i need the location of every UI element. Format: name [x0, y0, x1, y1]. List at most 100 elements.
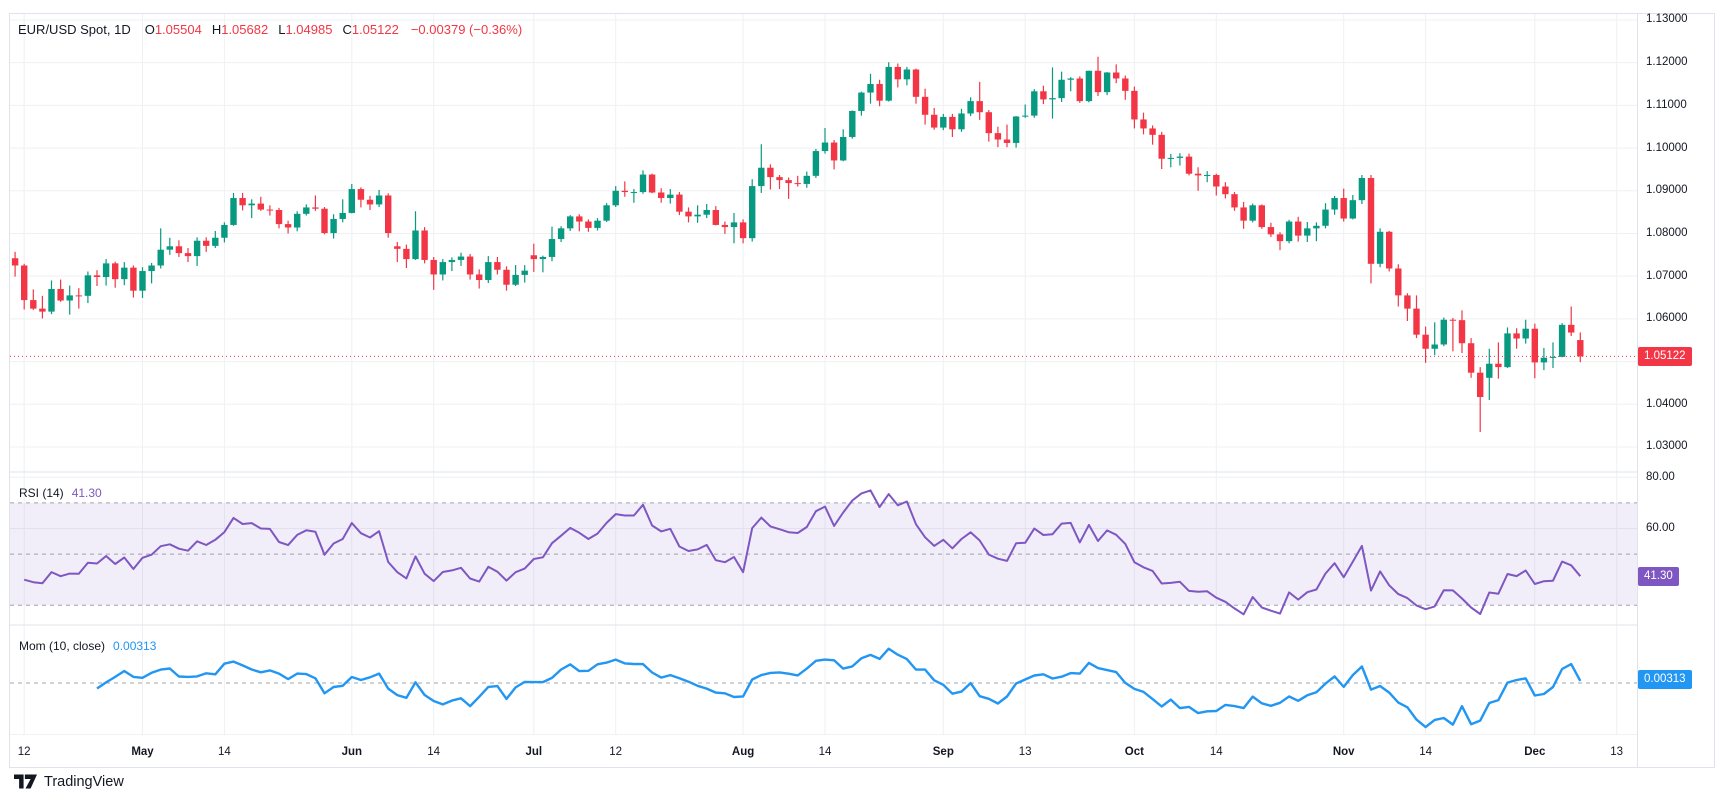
candle-body — [576, 216, 583, 222]
time-axis-month-label: Sep — [932, 746, 954, 758]
candle-body — [1003, 139, 1011, 143]
tradingview-logo[interactable]: TradingView — [14, 773, 124, 790]
time-axis[interactable]: 12 May 14 Jun 14 Jul 12 Aug 14 Sep 13 Oct 14 Nov 14 Dec… — [10, 735, 1637, 767]
candle-body — [102, 263, 110, 278]
price-axis-label: 1.07000 — [1646, 269, 1688, 282]
candle-body — [931, 114, 938, 128]
time-axis-month-label: Dec — [1524, 746, 1546, 758]
candle-body — [712, 209, 719, 225]
candle-body — [1149, 128, 1156, 135]
rsi-line — [23, 489, 1582, 616]
candle-body — [11, 258, 19, 266]
candle-body — [75, 295, 82, 297]
candle-body — [312, 207, 319, 209]
candle-body — [985, 112, 992, 134]
candle-body — [1113, 72, 1120, 79]
candle-body — [940, 116, 947, 128]
candle-body — [1231, 194, 1238, 208]
candle-body — [1349, 200, 1356, 219]
candle-body — [412, 230, 419, 260]
candle-body — [284, 224, 292, 228]
candle-body — [676, 194, 683, 212]
candle-body — [1222, 186, 1229, 195]
rsi-axis-label: 60.00 — [1646, 521, 1675, 534]
candle-body — [548, 239, 556, 257]
chart-canvas[interactable] — [10, 14, 1637, 735]
candle-body — [1094, 70, 1102, 93]
symbol-title: EUR/USD Spot, 1D — [18, 22, 131, 37]
candle-body — [1204, 174, 1211, 176]
rsi-indicator-legend[interactable]: RSI (14) 41.30 — [19, 486, 102, 500]
time-axis-day-label: 13 — [1610, 746, 1624, 758]
candle-body — [667, 194, 674, 199]
candle-body — [148, 265, 155, 272]
candle-body — [84, 275, 92, 296]
candle-body — [1467, 343, 1475, 373]
candle-body — [785, 180, 792, 184]
candle-body — [1477, 372, 1484, 398]
candle-body — [903, 69, 911, 80]
time-axis-month-label: Jun — [341, 746, 363, 758]
symbol-legend[interactable]: EUR/USD Spot, 1D O1.05504 H1.05682 L1.04985… — [18, 22, 522, 37]
candle-body — [112, 263, 119, 280]
candle-body — [867, 84, 874, 93]
candle-body — [721, 224, 729, 228]
candle-body — [357, 189, 365, 200]
mom-line — [96, 647, 1582, 729]
candle-body — [221, 224, 228, 238]
candle-body — [730, 222, 738, 228]
price-axis-label: 1.11000 — [1646, 98, 1687, 111]
candle-body — [1358, 177, 1366, 201]
last-price-badge: 1.05122 — [1638, 346, 1692, 366]
candle-body — [1340, 198, 1347, 219]
candle-body — [339, 212, 346, 219]
candle-body — [266, 209, 274, 211]
candle-body — [257, 203, 264, 210]
tradingview-logo-icon — [14, 774, 37, 789]
candle-body — [457, 256, 465, 260]
mom-indicator-legend[interactable]: Mom (10, close) 0.00313 — [19, 639, 156, 653]
candle-body — [630, 192, 638, 194]
time-axis-day-label: 14 — [1419, 746, 1432, 758]
candle-body — [394, 246, 401, 249]
candle-body — [949, 116, 956, 130]
candle-body — [294, 213, 301, 228]
candle-body — [603, 205, 610, 221]
mom-indicator-title: Mom (10, close) — [19, 639, 106, 653]
time-axis-day-label: 14 — [1209, 746, 1223, 758]
candle-body — [739, 222, 747, 239]
candle-body — [1140, 119, 1147, 129]
candle-body — [1022, 115, 1029, 117]
candle-body — [758, 167, 765, 187]
close-value: 1.05122 — [351, 22, 399, 37]
candle-body — [239, 198, 246, 206]
candle-body — [39, 308, 46, 312]
mom-value-badge: 0.00313 — [1638, 669, 1692, 689]
candle-body — [1313, 225, 1320, 229]
candle-body — [421, 230, 428, 260]
candle-body — [1367, 177, 1375, 264]
candle-body — [1103, 72, 1111, 93]
candle-body — [275, 209, 283, 225]
candle-body — [1486, 363, 1493, 378]
candle-body — [1085, 70, 1093, 102]
candle-body — [885, 66, 892, 101]
candle-body — [157, 249, 164, 266]
candle-body — [539, 256, 547, 260]
candle-body — [248, 203, 255, 206]
candle-body — [912, 69, 920, 97]
rsi-value-badge: 41.30 — [1638, 566, 1679, 586]
candle-body — [921, 96, 929, 115]
candle-body — [485, 262, 492, 281]
candle-body — [139, 271, 146, 291]
price-axis[interactable]: 1.13000 1.12000 1.11000 1.10000 1.09000 1.080… — [1637, 14, 1715, 767]
candle-body — [994, 133, 1002, 140]
chart-panel: EUR/USD Spot, 1D O1.05504 H1.05682 L1.04985… — [9, 13, 1715, 768]
candle-body — [1522, 328, 1529, 339]
candle-body — [166, 246, 173, 250]
candle-body — [658, 192, 665, 199]
price-axis-label: 1.04000 — [1646, 397, 1688, 410]
price-axis-label: 1.06000 — [1646, 312, 1688, 325]
candle-body — [130, 267, 137, 291]
candle-body — [1249, 205, 1256, 221]
